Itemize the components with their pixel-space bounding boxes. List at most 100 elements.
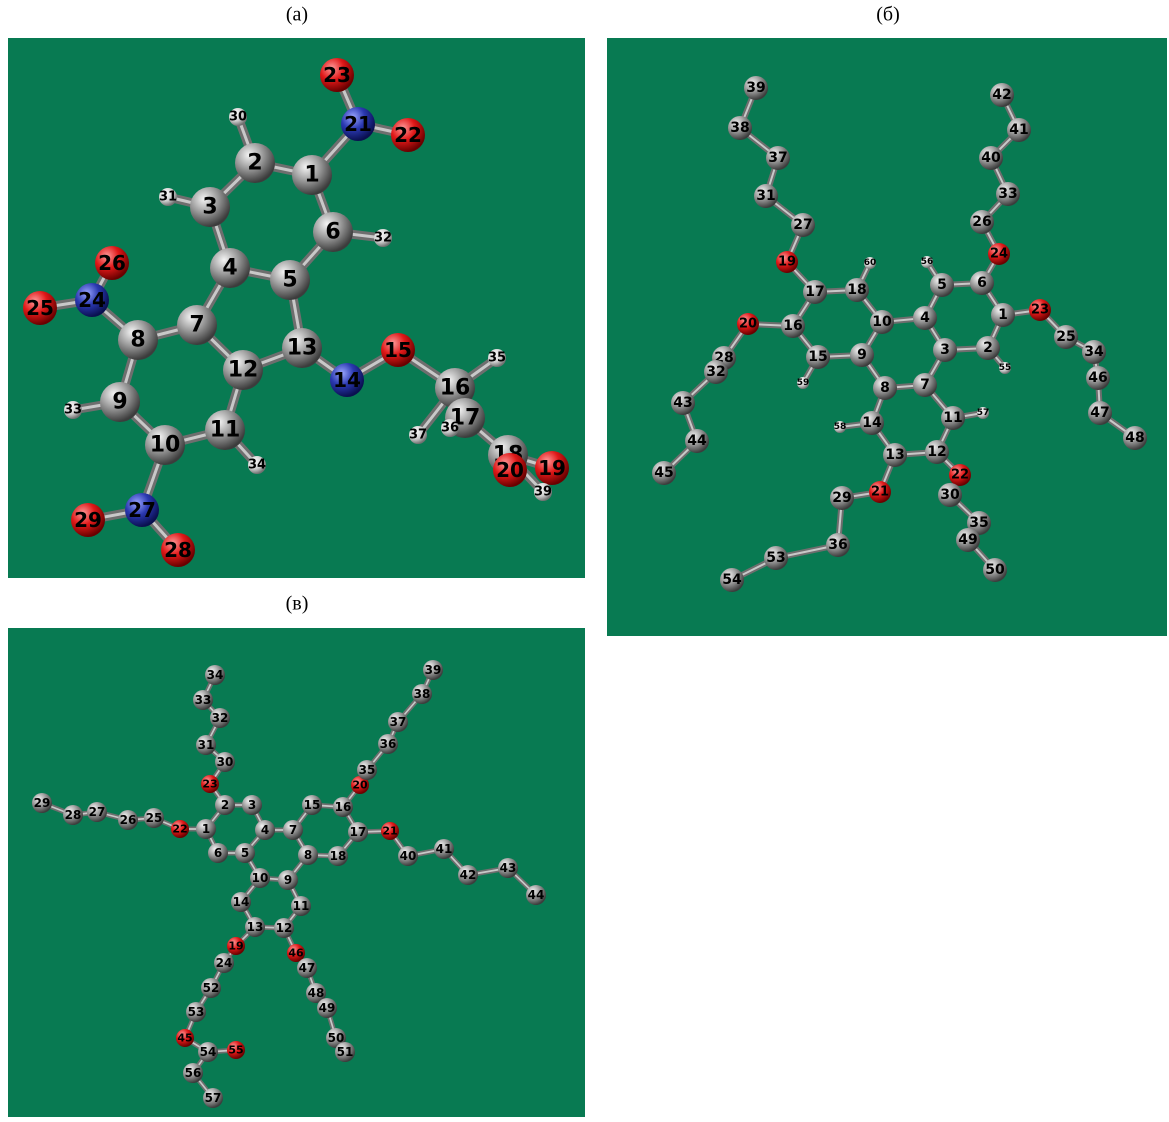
atom-label: 6 (214, 846, 222, 860)
atom-label: 18 (330, 849, 347, 863)
atom-label: 21 (344, 112, 372, 136)
atom-label: 32 (212, 711, 229, 725)
atom-label: 18 (847, 282, 866, 298)
atom-label: 24 (990, 247, 1008, 262)
atom-label: 9 (112, 390, 127, 415)
atom-label: 57 (205, 1091, 222, 1105)
atom-label: 36 (441, 421, 459, 436)
atom-label: 55 (228, 1044, 243, 1057)
atom-label: 48 (1125, 430, 1144, 446)
atom-label: 57 (977, 408, 990, 418)
atom-label: 35 (969, 515, 988, 531)
atom-label: 54 (722, 572, 742, 588)
atom-label: 59 (797, 378, 810, 388)
atom-label: 42 (460, 868, 477, 882)
atom-label: 24 (216, 956, 233, 970)
atom-label: 51 (337, 1045, 354, 1059)
atom-label: 15 (384, 338, 412, 362)
atom-label: 17 (350, 825, 367, 839)
atom-label: 33 (195, 693, 212, 707)
atom-label: 39 (534, 485, 552, 500)
atom-label: 5 (241, 846, 249, 860)
atom-label: 31 (159, 190, 177, 205)
atom-label: 19 (538, 456, 566, 480)
atom-label: 33 (998, 186, 1017, 202)
figure: (а) (б) (в) 1234567891011121314151617181… (0, 0, 1169, 1117)
atom-label: 28 (164, 538, 192, 562)
atom-label: 20 (739, 317, 757, 332)
atom-label: 15 (304, 798, 321, 812)
atom-label: 53 (766, 550, 785, 566)
atom-label: 8 (130, 328, 145, 353)
atom-label: 38 (730, 120, 749, 136)
atom-label: 12 (228, 358, 259, 383)
atom-label: 13 (247, 920, 264, 934)
atom-label: 21 (871, 485, 889, 500)
atom-label: 16 (335, 800, 352, 814)
atom-label: 9 (284, 873, 292, 887)
atom-label: 20 (352, 779, 368, 792)
atom-label: 55 (999, 363, 1012, 373)
atom-label: 34 (207, 668, 224, 682)
atom-label: 45 (177, 1032, 192, 1045)
atom-label: 26 (972, 214, 991, 230)
atom-label: 52 (203, 981, 220, 995)
atom-label: 53 (188, 1005, 205, 1019)
atom-label: 43 (500, 861, 517, 875)
atom-label: 26 (120, 813, 137, 827)
atom-label: 23 (323, 63, 351, 87)
atom-label: 46 (1088, 370, 1107, 386)
atom-label: 33 (64, 403, 82, 418)
atom-label: 12 (276, 921, 293, 935)
atom-label: 4 (222, 256, 237, 281)
atom-label: 12 (927, 444, 946, 460)
atom-label: 22 (394, 123, 422, 147)
atom-label: 14 (333, 368, 361, 392)
atom-label: 8 (880, 380, 890, 396)
atom-label: 11 (943, 410, 962, 426)
atom-label: 31 (756, 188, 775, 204)
atom-label: 36 (380, 737, 397, 751)
atom-label: 8 (304, 848, 312, 862)
atom-label: 58 (834, 422, 847, 432)
panel-label: (б) (876, 4, 900, 26)
atom-label: 10 (872, 314, 892, 330)
atom-label: 3 (940, 342, 950, 358)
atom-label: 37 (409, 428, 427, 443)
atom-label: 49 (958, 532, 977, 548)
atom-label: 2 (247, 151, 262, 176)
atom-label: 40 (400, 849, 417, 863)
atom-label: 30 (229, 110, 247, 125)
atom-label: 2 (983, 340, 993, 356)
atom-label: 30 (217, 755, 234, 769)
atom-label: 35 (359, 763, 376, 777)
atom-label: 50 (985, 562, 1005, 578)
atom-label: 44 (687, 433, 707, 449)
atom-label: 7 (920, 377, 930, 393)
atom-label: 39 (425, 663, 442, 677)
panel-label: (а) (286, 4, 308, 26)
atom-label: 3 (202, 195, 217, 220)
atom-label: 47 (299, 961, 316, 975)
atom-label: 32 (374, 231, 392, 246)
atom-label: 7 (289, 823, 297, 837)
atom-label: 17 (805, 284, 824, 300)
atom-label: 23 (202, 778, 217, 791)
atom-label: 11 (293, 899, 310, 913)
atom-label: 4 (920, 310, 930, 326)
atom-label: 40 (981, 150, 1001, 166)
atom-label: 23 (1031, 303, 1049, 318)
atom-label: 4 (261, 823, 269, 837)
atom-label: 31 (198, 738, 215, 752)
atom-label: 29 (832, 490, 851, 506)
atom-label: 7 (189, 313, 204, 338)
atom-label: 38 (414, 687, 431, 701)
atom-label: 2 (221, 798, 229, 812)
atom-label: 54 (200, 1045, 217, 1059)
atom-label: 56 (185, 1066, 202, 1080)
atom-label: 25 (146, 811, 163, 825)
atom-label: 28 (65, 808, 82, 822)
atom-label: 21 (382, 825, 397, 838)
atom-label: 45 (654, 465, 673, 481)
atom-label: 43 (673, 395, 692, 411)
